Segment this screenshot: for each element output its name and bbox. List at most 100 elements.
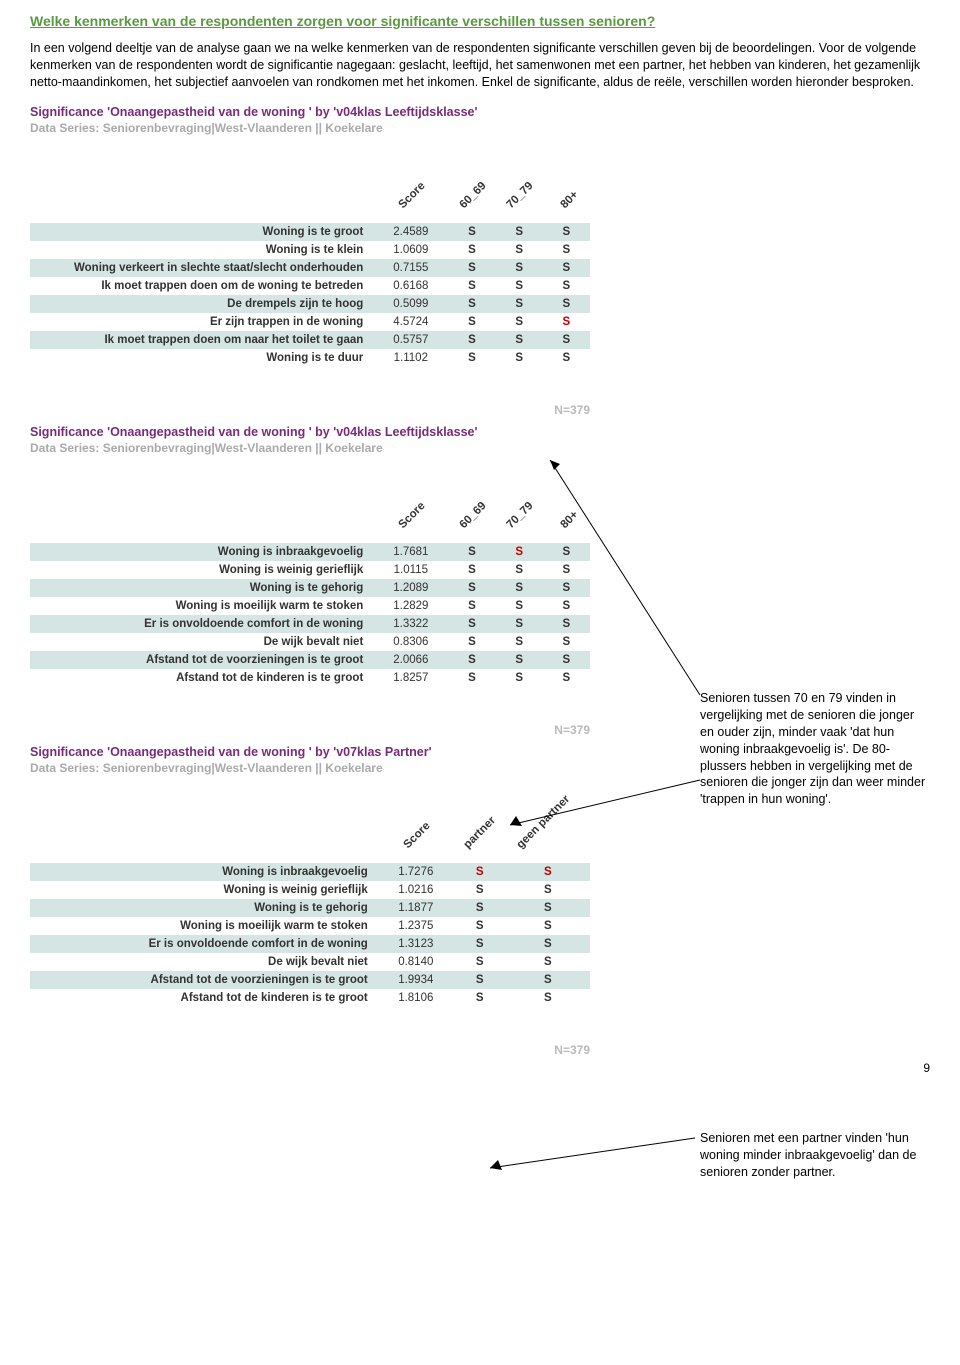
- row-score: 1.2375: [378, 917, 454, 935]
- sig-cell: S: [496, 277, 543, 295]
- sig-cell: S: [543, 241, 590, 259]
- page-number: 9: [923, 1061, 930, 1075]
- row-score: 0.5757: [373, 331, 448, 349]
- sig-cell: S: [448, 241, 495, 259]
- row-label: Woning is weinig gerieflijk: [30, 561, 373, 579]
- table-row: Woning is te klein1.0609SSS: [30, 241, 590, 259]
- row-label: Er is onvoldoende comfort in de woning: [30, 935, 378, 953]
- sig-cell: S: [448, 651, 495, 669]
- table-row: Woning is te duur1.1102SSS: [30, 349, 590, 367]
- sig-cell: S: [496, 295, 543, 313]
- sig-cell: S: [448, 669, 495, 687]
- table-row: Woning is te groot2.4589SSS: [30, 223, 590, 241]
- sig-cell: S: [543, 223, 590, 241]
- row-score: 1.3322: [373, 615, 448, 633]
- column-header: 60_69: [457, 180, 488, 211]
- sig-cell: S: [448, 331, 495, 349]
- sig-cell: S: [543, 561, 590, 579]
- score-header: Score: [401, 820, 432, 851]
- row-label: Woning is weinig gerieflijk: [30, 881, 378, 899]
- sig-cell: S: [448, 259, 495, 277]
- row-label: Ik moet trappen doen om naar het toilet …: [30, 331, 373, 349]
- sig-cell: S: [448, 561, 495, 579]
- annotation-1: Senioren tussen 70 en 79 vinden in verge…: [700, 690, 930, 808]
- table-row: Ik moet trappen doen om de woning te bet…: [30, 277, 590, 295]
- sig-cell: S: [506, 971, 590, 989]
- sig-cell: S: [506, 917, 590, 935]
- table-row: Woning is weinig gerieflijk1.0115SSS: [30, 561, 590, 579]
- sig-cell: S: [448, 313, 495, 331]
- row-score: 1.1877: [378, 899, 454, 917]
- sig-cell: S: [448, 543, 495, 561]
- table-row: De drempels zijn te hoog0.5099SSS: [30, 295, 590, 313]
- significance-subtitle: Data Series: Seniorenbevraging|West-Vlaa…: [30, 121, 930, 135]
- row-label: Woning verkeert in slechte staat/slecht …: [30, 259, 373, 277]
- table-row: Woning verkeert in slechte staat/slecht …: [30, 259, 590, 277]
- row-score: 1.2829: [373, 597, 448, 615]
- row-label: Woning is te gehorig: [30, 579, 373, 597]
- row-score: 1.0216: [378, 881, 454, 899]
- sig-cell: S: [448, 633, 495, 651]
- sig-cell: S: [454, 899, 506, 917]
- significance-block: Significance 'Onaangepastheid van de won…: [30, 105, 930, 417]
- row-label: Afstand tot de voorzieningen is te groot: [30, 651, 373, 669]
- row-score: 1.3123: [378, 935, 454, 953]
- sig-cell: S: [454, 989, 506, 1007]
- table-row: Afstand tot de kinderen is te groot1.825…: [30, 669, 590, 687]
- column-header: 80+: [558, 509, 580, 531]
- row-score: 1.0115: [373, 561, 448, 579]
- row-score: 0.6168: [373, 277, 448, 295]
- sig-cell: S: [496, 579, 543, 597]
- row-label: Woning is te duur: [30, 349, 373, 367]
- sig-cell: S: [448, 277, 495, 295]
- n-count: N=379: [30, 1043, 590, 1057]
- sig-cell: S: [448, 597, 495, 615]
- table-row: Woning is moeilijk warm te stoken1.2829S…: [30, 597, 590, 615]
- sig-cell: S: [448, 295, 495, 313]
- column-header: 60_69: [457, 500, 488, 531]
- sig-cell: S: [496, 313, 543, 331]
- row-label: Afstand tot de kinderen is te groot: [30, 989, 378, 1007]
- sig-cell: S: [454, 935, 506, 953]
- row-label: De drempels zijn te hoog: [30, 295, 373, 313]
- significance-title: Significance 'Onaangepastheid van de won…: [30, 105, 930, 119]
- sig-cell: S: [543, 633, 590, 651]
- sig-cell: S: [543, 331, 590, 349]
- row-score: 0.8140: [378, 953, 454, 971]
- table-row: Afstand tot de voorzieningen is te groot…: [30, 971, 590, 989]
- sig-cell: S: [543, 313, 590, 331]
- sig-cell: S: [543, 277, 590, 295]
- sig-cell: S: [496, 561, 543, 579]
- table-row: De wijk bevalt niet0.8140SS: [30, 953, 590, 971]
- sig-cell: S: [543, 597, 590, 615]
- table-row: Woning is te gehorig1.2089SSS: [30, 579, 590, 597]
- row-label: De wijk bevalt niet: [30, 633, 373, 651]
- row-label: De wijk bevalt niet: [30, 953, 378, 971]
- sig-cell: S: [496, 259, 543, 277]
- sig-cell: S: [496, 223, 543, 241]
- arrow-3: [480, 1130, 710, 1190]
- row-label: Woning is te gehorig: [30, 899, 378, 917]
- row-score: 2.0066: [373, 651, 448, 669]
- sig-cell: S: [543, 259, 590, 277]
- sig-cell: S: [496, 669, 543, 687]
- sig-cell: S: [496, 651, 543, 669]
- table-row: Woning is weinig gerieflijk1.0216SS: [30, 881, 590, 899]
- row-label: Ik moet trappen doen om de woning te bet…: [30, 277, 373, 295]
- sig-cell: S: [506, 935, 590, 953]
- n-count: N=379: [30, 723, 590, 737]
- sig-cell: S: [543, 651, 590, 669]
- significance-table: Score60_6970_7980+Woning is te groot2.45…: [30, 173, 590, 367]
- row-score: 4.5724: [373, 313, 448, 331]
- row-label: Afstand tot de kinderen is te groot: [30, 669, 373, 687]
- column-header: geen partner: [514, 793, 572, 851]
- row-label: Woning is te klein: [30, 241, 373, 259]
- row-score: 1.7681: [373, 543, 448, 561]
- sig-cell: S: [454, 863, 506, 881]
- row-score: 0.7155: [373, 259, 448, 277]
- row-label: Woning is te groot: [30, 223, 373, 241]
- sig-cell: S: [543, 543, 590, 561]
- significance-title: Significance 'Onaangepastheid van de won…: [30, 425, 930, 439]
- table-row: Woning is inbraakgevoelig1.7276SS: [30, 863, 590, 881]
- sig-cell: S: [506, 989, 590, 1007]
